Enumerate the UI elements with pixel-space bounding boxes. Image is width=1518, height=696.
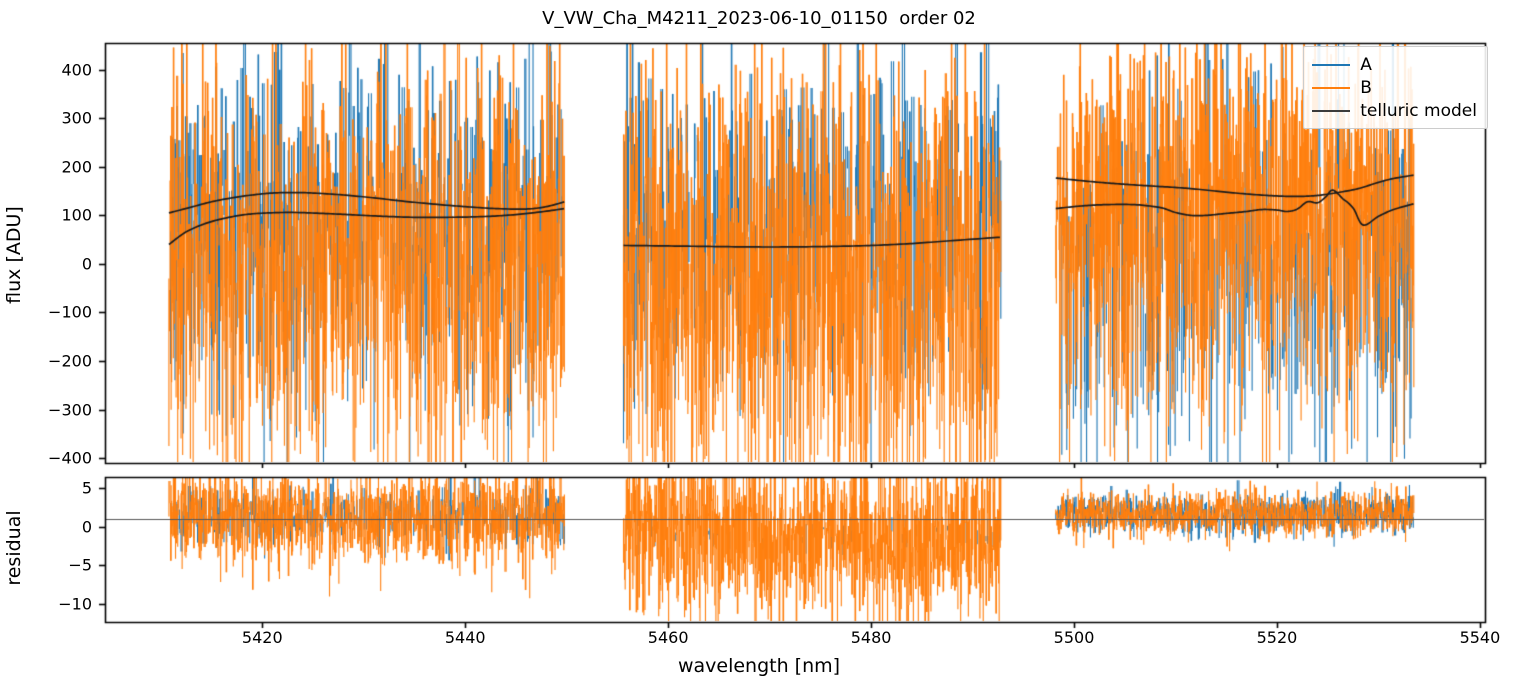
- flux-ytick-label: 100: [61, 205, 92, 225]
- page-title: V_VW_Cha_M4211_2023-06-10_01150 order 02: [542, 8, 976, 29]
- wavelength-xtick-label: 5520: [1256, 628, 1298, 647]
- flux-axis-label: flux [ADU]: [3, 206, 25, 304]
- flux-ytick-label: 0: [81, 254, 92, 274]
- residual-ytick-label: 5: [81, 478, 92, 498]
- legend: A B telluric model: [1303, 46, 1488, 129]
- wavelength-xtick-label: 5420: [241, 628, 283, 647]
- flux-ytick-label: −200: [48, 351, 92, 371]
- flux-ytick-label: −100: [48, 302, 92, 322]
- wavelength-xtick-label: 5540: [1459, 628, 1501, 647]
- wavelength-xtick-label: 5460: [647, 628, 689, 647]
- flux-ytick-label: 200: [61, 157, 92, 177]
- legend-swatch-b: [1312, 86, 1351, 89]
- residual-ytick-label: −10: [58, 594, 92, 614]
- legend-swatch-a: [1312, 63, 1351, 66]
- wavelength-xtick-label: 5440: [444, 628, 486, 647]
- legend-label-b: B: [1360, 77, 1372, 98]
- legend-item-telluric: telluric model: [1312, 99, 1477, 122]
- flux-ytick-label: 300: [61, 108, 92, 128]
- legend-swatch-telluric: [1312, 109, 1351, 112]
- flux-ytick-label: 400: [61, 60, 92, 80]
- wavelength-axis-label: wavelength [nm]: [677, 655, 841, 677]
- residual-ytick-label: 0: [81, 517, 92, 537]
- flux-ytick-label: −400: [48, 448, 92, 468]
- flux-ytick-label: −300: [48, 400, 92, 420]
- legend-label-a: A: [1360, 54, 1372, 75]
- residual-axis-label: residual: [3, 510, 25, 586]
- residual-ytick-label: −5: [68, 555, 92, 575]
- legend-item-a: A: [1312, 53, 1477, 76]
- legend-label-telluric: telluric model: [1360, 100, 1477, 121]
- wavelength-xtick-label: 5500: [1053, 628, 1095, 647]
- wavelength-xtick-label: 5480: [850, 628, 892, 647]
- legend-item-b: B: [1312, 76, 1477, 99]
